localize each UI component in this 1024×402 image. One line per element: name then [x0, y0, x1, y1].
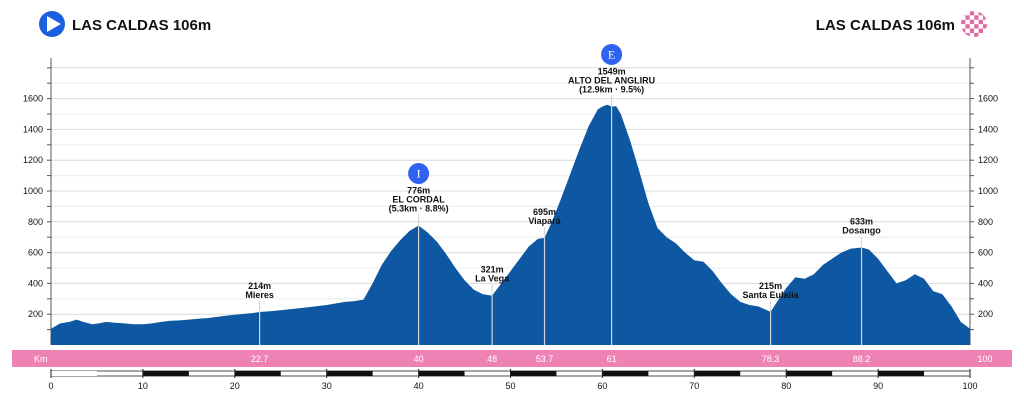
x-axis-segment	[418, 371, 465, 376]
waypoint-altitude: 776m	[407, 185, 430, 195]
x-tick-label: 30	[322, 381, 332, 391]
y-tick-label-left: 1200	[23, 155, 43, 165]
x-axis-segment	[142, 371, 189, 376]
waypoint-altitude: 321m	[481, 265, 504, 275]
y-tick-label-left: 1600	[23, 94, 43, 104]
y-tick-label-left: 800	[28, 217, 43, 227]
finish-header: LAS CALDAS 106m	[816, 11, 987, 37]
x-axis: 0 10 20 30 40 50 60 70 80 90 100	[48, 369, 978, 391]
y-tick-label-left: 600	[28, 248, 43, 258]
y-tick-label-right: 800	[978, 217, 993, 227]
waypoint-name: Santa Eulalia	[743, 290, 800, 300]
waypoint-climb-info: (12.9km · 9.5%)	[579, 84, 644, 94]
waypoint-name: La Vega	[475, 274, 510, 284]
waypoint-name: EL CORDAL	[392, 194, 445, 204]
waypoint-altitude: 633m	[850, 217, 873, 227]
x-tick-label: 70	[689, 381, 699, 391]
waypoint-name: ALTO DEL ANGLIRU	[568, 75, 655, 85]
checkered-flag-icon	[961, 11, 987, 37]
waypoint-name: Mieres	[245, 290, 274, 300]
x-axis-segment	[326, 371, 373, 376]
y-tick-label-left: 400	[28, 278, 43, 288]
km-band-label: 53.7	[536, 354, 554, 364]
x-tick-label: 40	[414, 381, 424, 391]
x-tick-label: 60	[597, 381, 607, 391]
waypoint-altitude: 214m	[248, 281, 271, 291]
climb-category-badge	[601, 43, 623, 65]
km-band	[12, 350, 1012, 367]
x-tick-label: 80	[781, 381, 791, 391]
start-header: LAS CALDAS 106m	[39, 11, 211, 37]
y-tick-label-right: 400	[978, 278, 993, 288]
finish-label: LAS CALDAS 106m	[816, 17, 955, 34]
y-axis-left: 200 400 600 800 1000 1200 1400 1600	[23, 58, 52, 345]
y-tick-label-right: 600	[978, 248, 993, 258]
x-axis-segment	[878, 371, 925, 376]
climb-category-letter: I	[417, 166, 421, 180]
x-axis-segment	[510, 371, 557, 376]
y-tick-label-right: 1600	[978, 94, 998, 104]
km-band-title: Km	[34, 354, 48, 364]
x-tick-label: 100	[962, 381, 977, 391]
y-tick-label-right: 1400	[978, 124, 998, 134]
km-band-label: 22.7	[251, 354, 269, 364]
start-label: LAS CALDAS 106m	[72, 17, 211, 34]
km-band-labels: 22.7 40 48 53.7 61 78.3 88.2 100	[251, 354, 993, 364]
x-axis-segment	[694, 371, 741, 376]
km-band-label: 78.3	[762, 354, 780, 364]
x-axis-segment	[602, 371, 649, 376]
x-tick-label: 50	[505, 381, 515, 391]
waypoint-altitude: 1549m	[598, 66, 626, 76]
waypoint-name: Viapará	[528, 216, 561, 226]
waypoint-name: Dosango	[842, 226, 881, 236]
x-tick-label: 20	[230, 381, 240, 391]
km-band-label: 48	[487, 354, 497, 364]
km-band-label: 40	[414, 354, 424, 364]
waypoint-altitude: 215m	[759, 281, 782, 291]
x-tick-label: 0	[48, 381, 53, 391]
x-axis-segment	[51, 371, 97, 376]
y-tick-label-right: 1200	[978, 155, 998, 165]
elevation-profile-area	[51, 104, 970, 345]
x-tick-label: 90	[873, 381, 883, 391]
waypoint-climb-info: (5.3km · 8.8%)	[389, 203, 449, 213]
y-tick-label-left: 1000	[23, 186, 43, 196]
climb-category-letter: E	[608, 47, 615, 61]
x-tick-label: 10	[138, 381, 148, 391]
y-tick-label-left: 200	[28, 309, 43, 319]
start-arrow-glyph	[47, 16, 61, 32]
km-band-label: 88.2	[853, 354, 871, 364]
y-axis-right: 200 400 600 800 1000 1200 1400 1600	[969, 58, 998, 345]
climb-category-badge	[408, 162, 430, 184]
x-axis-segment	[786, 371, 833, 376]
km-band-label: 100	[977, 354, 992, 364]
grid-lines	[51, 67, 970, 331]
km-band-label: 61	[607, 354, 617, 364]
x-axis-segment	[234, 371, 281, 376]
y-tick-label-right: 1000	[978, 186, 998, 196]
y-tick-label-right: 200	[978, 309, 993, 319]
waypoint-altitude: 695m	[533, 207, 556, 217]
y-tick-label-left: 1400	[23, 124, 43, 134]
